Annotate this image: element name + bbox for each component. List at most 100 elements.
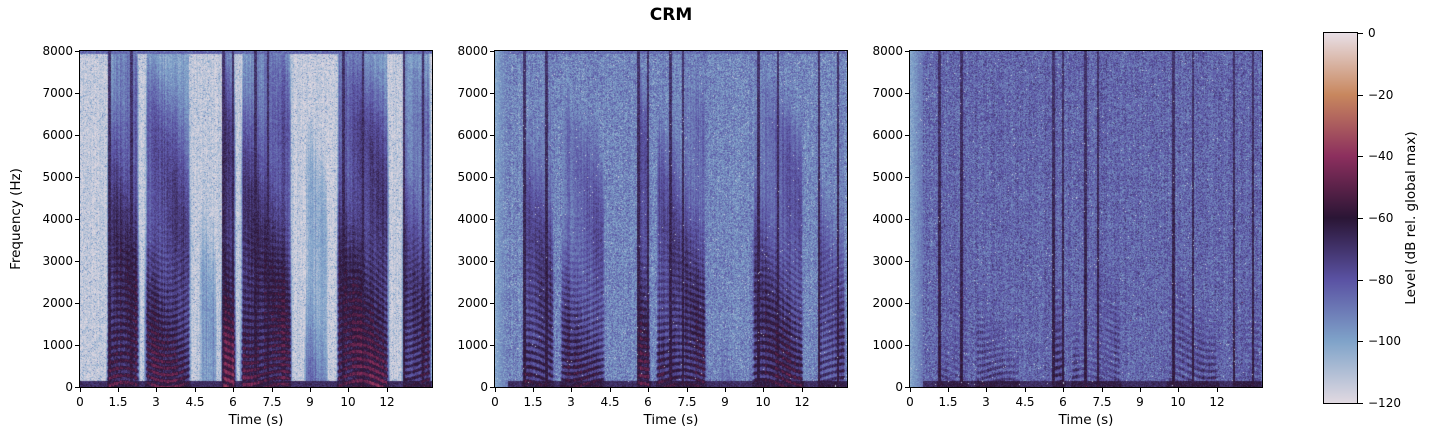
y-tick-mark (490, 345, 494, 346)
y-tick-label: 5000 (42, 170, 73, 184)
x-tick-label: 7.5 (262, 395, 282, 409)
x-tick-mark (348, 388, 349, 392)
y-tick-mark (75, 219, 79, 220)
x-tick-label: 4.5 (185, 395, 205, 409)
x-tick-mark (1217, 388, 1218, 392)
x-tick-mark (687, 388, 688, 392)
y-tick-label: 0 (895, 380, 903, 394)
colorbar (1323, 32, 1358, 404)
colorbar-tick-mark (1358, 218, 1363, 219)
x-axis-label-right: Time (s) (1058, 412, 1114, 428)
x-tick-label: 7.5 (677, 395, 697, 409)
x-tick-label: 4.5 (600, 395, 620, 409)
colorbar-tick-mark (1358, 95, 1363, 96)
y-tick-mark (75, 303, 79, 304)
y-tick-label: 7000 (872, 86, 903, 100)
x-tick-label: 0 (491, 395, 499, 409)
x-tick-mark (310, 388, 311, 392)
y-tick-label: 8000 (872, 44, 903, 58)
y-tick-mark (490, 219, 494, 220)
spectrogram-canvas-right (910, 51, 1262, 387)
y-tick-label: 1000 (42, 338, 73, 352)
x-tick-mark (725, 388, 726, 392)
x-tick-label: 10 (1170, 395, 1186, 409)
y-tick-label: 4000 (42, 212, 73, 226)
y-tick-label: 8000 (42, 44, 73, 58)
y-tick-label: 5000 (872, 170, 903, 184)
x-tick-mark (910, 388, 911, 392)
x-tick-label: 0 (906, 395, 914, 409)
x-axis-label-left: Time (s) (228, 412, 284, 428)
y-tick-label: 3000 (42, 254, 73, 268)
colorbar-tick-label: −20 (1368, 88, 1394, 102)
y-tick-label: 1000 (872, 338, 903, 352)
y-tick-label: 4000 (872, 212, 903, 226)
x-tick-mark (948, 388, 949, 392)
y-tick-mark (490, 261, 494, 262)
colorbar-tick-label: −100 (1368, 334, 1401, 348)
y-tick-label: 6000 (872, 128, 903, 142)
colorbar-tick-mark (1358, 156, 1363, 157)
x-tick-mark (986, 388, 987, 392)
y-tick-label: 2000 (42, 296, 73, 310)
x-tick-label: 1.5 (108, 395, 128, 409)
x-axis-label-middle: Time (s) (643, 412, 699, 428)
x-tick-label: 3 (152, 395, 160, 409)
x-tick-mark (1140, 388, 1141, 392)
x-tick-label: 7.5 (1092, 395, 1112, 409)
x-tick-mark (272, 388, 273, 392)
y-tick-label: 3000 (457, 254, 488, 268)
x-tick-mark (648, 388, 649, 392)
x-tick-mark (80, 388, 81, 392)
y-tick-mark (490, 135, 494, 136)
x-tick-mark (233, 388, 234, 392)
x-tick-mark (195, 388, 196, 392)
x-tick-mark (533, 388, 534, 392)
x-tick-mark (1178, 388, 1179, 392)
y-tick-mark (905, 219, 909, 220)
y-tick-mark (490, 387, 494, 388)
y-tick-label: 0 (65, 380, 73, 394)
x-tick-mark (156, 388, 157, 392)
colorbar-tick-mark (1358, 341, 1363, 342)
y-tick-mark (905, 303, 909, 304)
x-tick-label: 6 (1059, 395, 1067, 409)
x-tick-mark (495, 388, 496, 392)
colorbar-tick-label: −80 (1368, 273, 1394, 287)
x-tick-label: 12 (379, 395, 395, 409)
y-tick-mark (905, 261, 909, 262)
y-tick-label: 7000 (457, 86, 488, 100)
y-tick-mark (75, 387, 79, 388)
x-tick-mark (1102, 388, 1103, 392)
y-tick-label: 2000 (457, 296, 488, 310)
colorbar-tick-label: −120 (1368, 396, 1401, 410)
x-tick-label: 12 (1209, 395, 1225, 409)
x-tick-label: 4.5 (1015, 395, 1035, 409)
y-tick-mark (75, 177, 79, 178)
y-tick-mark (75, 51, 79, 52)
colorbar-tick-label: −60 (1368, 211, 1394, 225)
x-tick-label: 1.5 (938, 395, 958, 409)
x-tick-label: 3 (982, 395, 990, 409)
x-tick-label: 0 (76, 395, 84, 409)
spectrogram-panel-middle (494, 50, 848, 388)
y-tick-mark (905, 93, 909, 94)
y-tick-mark (905, 345, 909, 346)
y-tick-label: 4000 (457, 212, 488, 226)
spectrogram-canvas-left (80, 51, 432, 387)
x-tick-label: 1.5 (523, 395, 543, 409)
x-tick-label: 10 (340, 395, 356, 409)
y-tick-label: 6000 (42, 128, 73, 142)
colorbar-tick-mark (1358, 33, 1363, 34)
x-tick-label: 10 (755, 395, 771, 409)
x-tick-mark (610, 388, 611, 392)
spectrogram-panel-left (79, 50, 433, 388)
x-tick-mark (763, 388, 764, 392)
x-tick-mark (571, 388, 572, 392)
y-tick-mark (905, 387, 909, 388)
x-tick-label: 6 (229, 395, 237, 409)
y-tick-mark (905, 51, 909, 52)
x-tick-label: 6 (644, 395, 652, 409)
y-tick-label: 3000 (872, 254, 903, 268)
y-tick-label: 6000 (457, 128, 488, 142)
